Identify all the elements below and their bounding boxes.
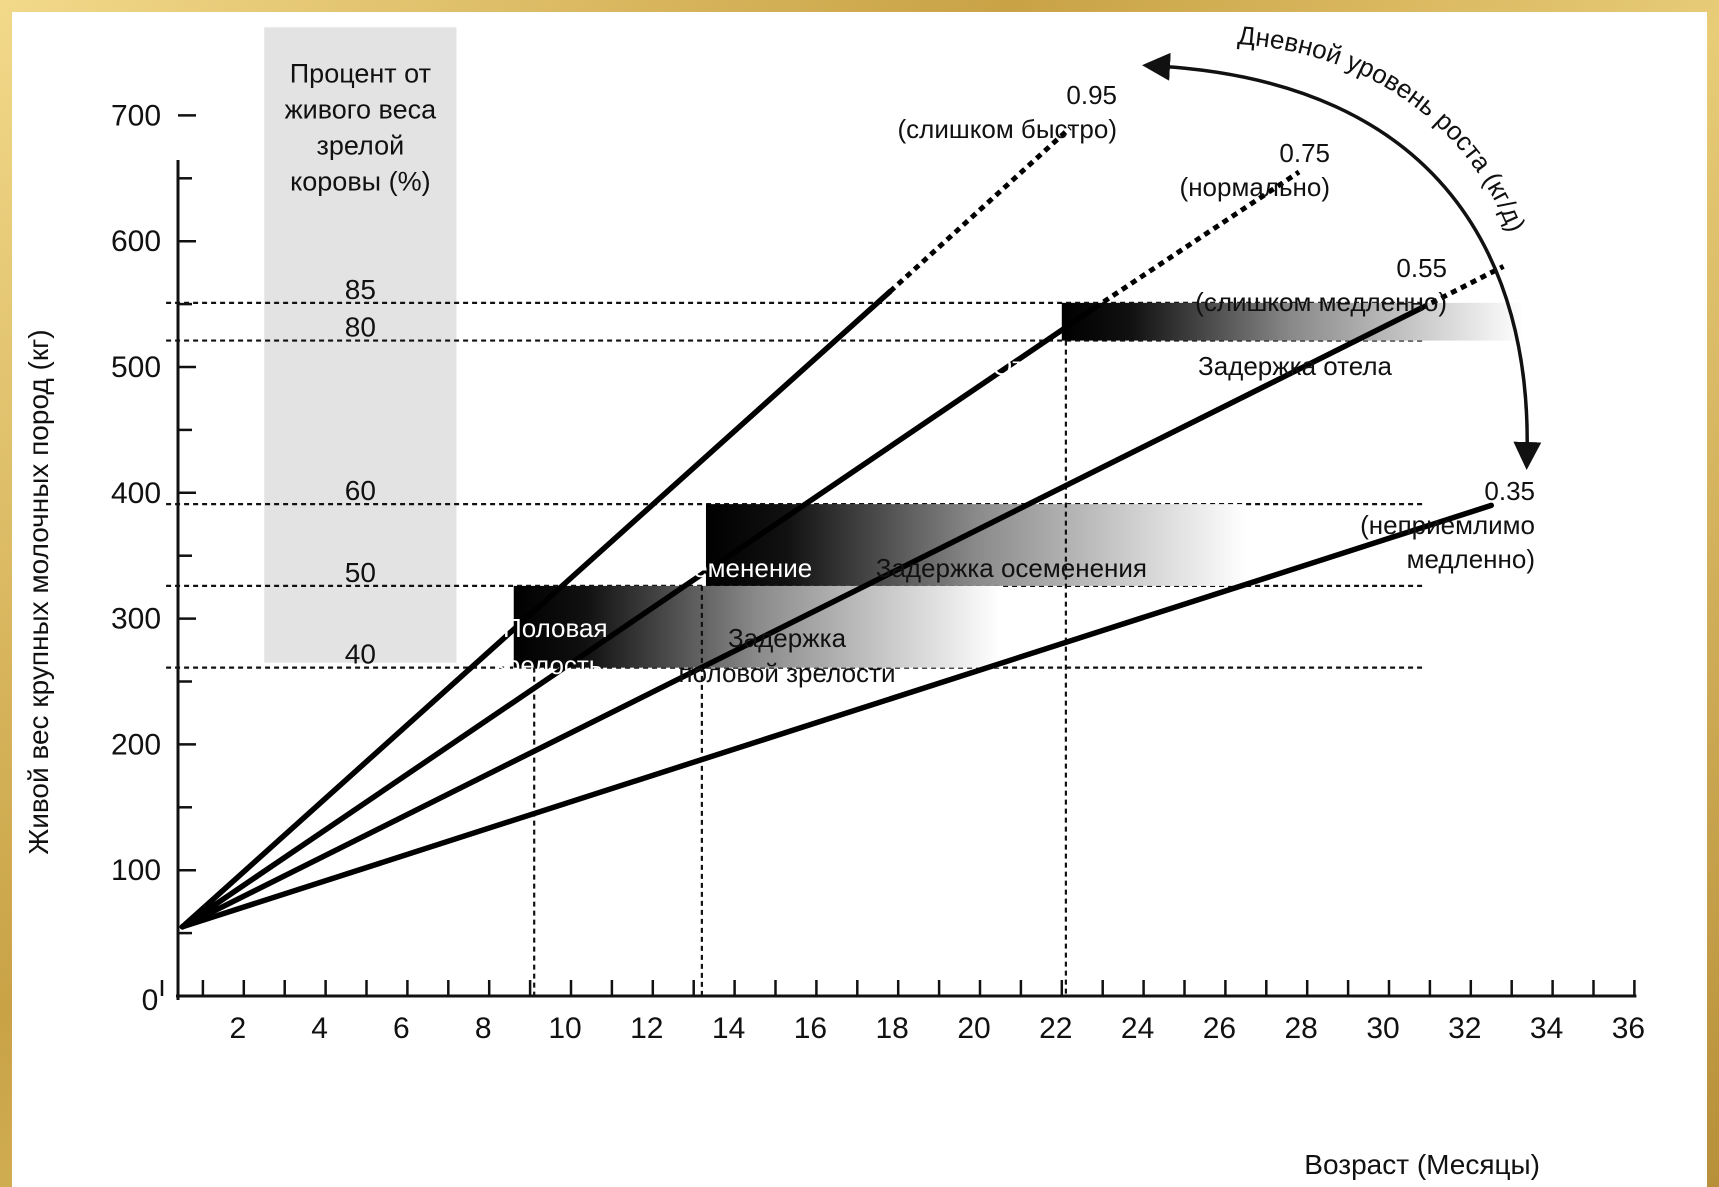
percent-band-title-line: живого веса <box>285 94 438 124</box>
growth-line-0.95 <box>179 288 893 930</box>
x-tick-label: 6 <box>393 1012 410 1045</box>
percent-level-label: 50 <box>345 557 376 588</box>
percent-level-label: 85 <box>345 274 376 305</box>
y-tick-label: 200 <box>111 728 161 761</box>
milestone-label: Отел <box>992 351 1053 381</box>
rate-desc-0.75: (нормально) <box>1180 172 1330 202</box>
percent-band-title-line: зрелой <box>317 130 405 160</box>
x-tick-label: 24 <box>1121 1012 1154 1045</box>
x-tick-label: 8 <box>475 1012 492 1045</box>
rate-desc-0.35: медленно) <box>1407 544 1535 574</box>
milestone-delay-label: Задержка <box>728 623 847 653</box>
x-tick-label: 10 <box>548 1012 581 1045</box>
growth-rate-arrow-label: Дневной уровень роста (кг/д) <box>1237 20 1532 236</box>
x-tick-label: 4 <box>311 1012 328 1045</box>
rate-desc-0.55: (слишком медленно) <box>1195 287 1447 317</box>
growth-line-0.75 <box>179 305 1098 930</box>
chart-panel: 100 200 300 400 500 600 700 0 2 4 6 8 10 12 14 16 18 20 22… <box>12 12 1707 1187</box>
milestone-label: Осеменение <box>660 553 812 583</box>
x-tick-label: 20 <box>957 1012 990 1045</box>
milestone-label: Половая <box>503 613 608 643</box>
rate-desc-0.35: (неприемлимо <box>1360 510 1535 540</box>
y-tick-label: 700 <box>111 99 161 132</box>
y-tick-label: 500 <box>111 351 161 384</box>
growth-rate-arrow <box>1142 52 1542 470</box>
milestone-delay-label: половой зрелости <box>679 658 896 688</box>
milestone-delay-label: Задержка осеменения <box>876 553 1147 583</box>
y-axis-label: Живой вес крупных молочных пород (кг) <box>23 329 54 854</box>
x-tick-label: 32 <box>1448 1012 1481 1045</box>
x-tick-label: 26 <box>1203 1012 1236 1045</box>
x-tick-label: 30 <box>1366 1012 1399 1045</box>
percent-band-title-line: Процент от <box>290 58 431 88</box>
rate-value-0.75: 0.75 <box>1279 138 1330 168</box>
percent-level-label: 60 <box>345 475 376 506</box>
milestone-delay-label: Задержка отела <box>1198 351 1393 381</box>
x-tick-label: 36 <box>1612 1012 1645 1045</box>
percent-level-label: 40 <box>345 639 376 670</box>
rate-value-0.55: 0.55 <box>1396 253 1447 283</box>
y-tick-label: 0 <box>142 984 159 1017</box>
x-tick-label: 14 <box>712 1012 745 1045</box>
x-tick-label: 22 <box>1039 1012 1072 1045</box>
rate-value-0.35: 0.35 <box>1484 476 1535 506</box>
growth-line-0.35 <box>179 502 1494 930</box>
milestone-label: зрелость <box>494 650 602 680</box>
percent-band <box>264 27 457 663</box>
y-tick-label: 600 <box>111 225 161 258</box>
x-tick-label: 2 <box>229 1012 246 1045</box>
y-tick-label: 100 <box>111 854 161 887</box>
milestone-bar <box>513 585 1001 668</box>
y-tick-label: 400 <box>111 477 161 510</box>
x-tick-label: 12 <box>630 1012 663 1045</box>
growth-rate-arrow-label-text: Дневной уровень роста (кг/д) <box>1237 20 1532 236</box>
percent-level-label: 80 <box>345 312 376 343</box>
milestone-bar <box>705 504 1246 586</box>
growth-line-projection-0.95 <box>888 126 1072 294</box>
x-tick-label: 28 <box>1285 1012 1318 1045</box>
percent-band-title-line: коровы (%) <box>290 166 430 196</box>
y-tick-label: 300 <box>111 603 161 636</box>
x-tick-label: 34 <box>1530 1012 1563 1045</box>
rate-value-0.95: 0.95 <box>1066 80 1117 110</box>
x-tick-label: 16 <box>794 1012 827 1045</box>
rate-desc-0.95: (слишком быстро) <box>897 114 1117 144</box>
x-tick-label: 18 <box>876 1012 909 1045</box>
x-axis-label: Возраст (Месяцы) <box>1304 1149 1540 1180</box>
